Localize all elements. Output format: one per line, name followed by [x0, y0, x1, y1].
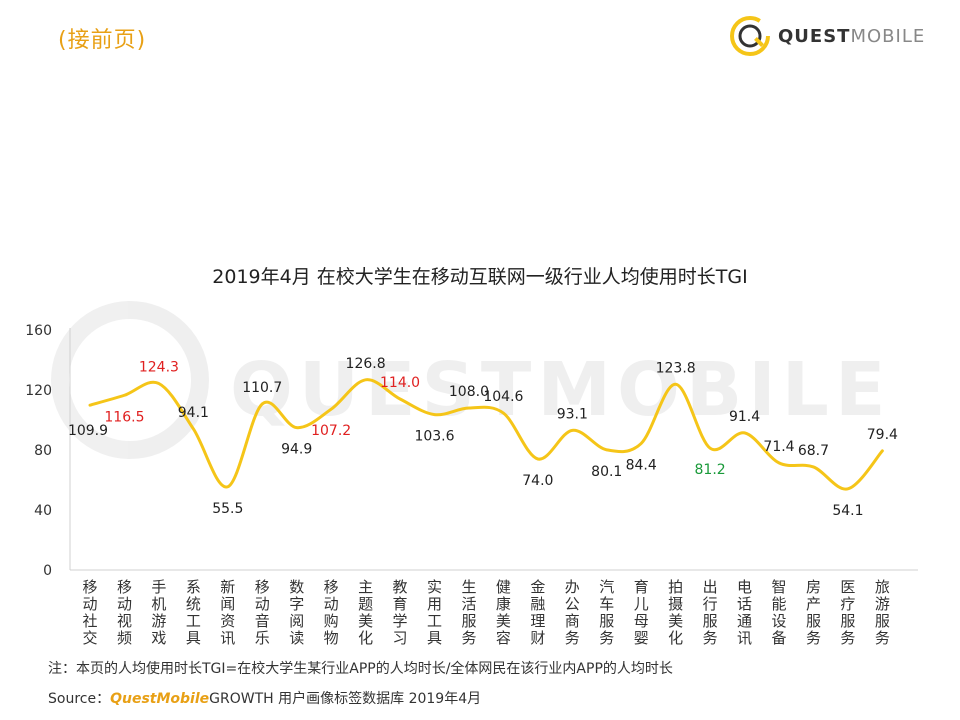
x-tick-label: 主题美化 — [358, 578, 373, 647]
x-tick-label: 办公商务 — [565, 578, 580, 647]
x-tick-label: 移动社交 — [82, 578, 97, 647]
data-label: 80.1 — [591, 464, 622, 480]
x-tick-label: 拍摄美化 — [668, 578, 683, 647]
logo-wordmark: QUESTMOBILE — [778, 25, 926, 47]
watermark-ring — [51, 301, 209, 459]
data-label: 54.1 — [832, 503, 863, 519]
data-label: 103.6 — [414, 429, 454, 445]
data-label: 93.1 — [557, 406, 588, 422]
data-label: 104.6 — [483, 389, 523, 405]
data-label: 84.4 — [626, 457, 657, 473]
y-tick-label: 120 — [25, 383, 52, 399]
data-label: 74.0 — [522, 473, 553, 489]
x-tick-label: 金融理财 — [530, 578, 545, 647]
x-tick-label: 医疗服务 — [840, 578, 855, 647]
data-label: 55.5 — [212, 501, 243, 517]
x-tick-label: 生活服务 — [461, 578, 476, 647]
y-tick-label: 0 — [43, 563, 52, 579]
data-label: 91.4 — [729, 409, 760, 425]
data-label: 124.3 — [139, 360, 179, 376]
data-label: 81.2 — [695, 462, 726, 478]
source-line: Source：QuestMobileGROWTH 用户画像标签数据库 2019年… — [48, 691, 482, 707]
data-label: 114.0 — [380, 375, 420, 391]
chart-title: 2019年4月 在校大学生在移动互联网一级行业人均使用时长TGI — [212, 266, 748, 288]
y-tick-label: 160 — [25, 323, 52, 339]
x-tick-label: 教育学习 — [393, 578, 408, 647]
watermark: QUESTMOBILE — [51, 301, 892, 459]
x-tick-label: 移动视频 — [117, 578, 132, 647]
data-label: 79.4 — [867, 427, 898, 443]
x-tick-label: 育儿母婴 — [634, 578, 649, 647]
footnote: 注：本页的人均使用时长TGI=在校大学生某行业APP的人均时长/全体网民在该行业… — [48, 661, 673, 677]
x-tick-label: 移动购物 — [324, 578, 339, 647]
x-tick-label: 健康美容 — [496, 578, 511, 647]
x-tick-label: 旅游服务 — [875, 578, 890, 647]
x-tick-label: 系统工具 — [186, 578, 201, 647]
x-tick-label: 数字阅读 — [289, 578, 304, 647]
data-label: 123.8 — [656, 360, 696, 376]
data-label: 116.5 — [104, 409, 144, 425]
x-tick-label: 新闻资讯 — [220, 578, 235, 647]
x-tick-label: 移动音乐 — [255, 578, 270, 647]
continue-label: (接前页) — [58, 28, 147, 53]
data-label: 94.9 — [281, 442, 312, 458]
y-tick-label: 40 — [34, 503, 52, 519]
x-tick-label: 电话通讯 — [737, 578, 752, 647]
data-label: 107.2 — [311, 423, 351, 439]
y-tick-label: 80 — [34, 443, 52, 459]
x-tick-label: 智能设备 — [771, 578, 786, 647]
watermark-text: QUESTMOBILE — [230, 347, 892, 433]
data-label: 94.1 — [178, 405, 209, 421]
x-tick-label: 出行服务 — [703, 578, 718, 647]
data-label: 71.4 — [763, 439, 794, 455]
data-label: 108.0 — [449, 384, 489, 400]
x-tick-label: 汽车服务 — [599, 578, 614, 647]
x-tick-label: 手机游戏 — [151, 578, 166, 647]
questmobile-logo-icon — [730, 16, 770, 56]
data-label: 110.7 — [242, 380, 282, 396]
series-line — [88, 378, 884, 491]
questmobile-logo: QUESTMOBILE — [728, 16, 925, 56]
data-label: 68.7 — [798, 443, 829, 459]
x-tick-label: 实用工具 — [427, 578, 442, 647]
source-brand: QuestMobile — [110, 691, 210, 707]
data-label: 126.8 — [346, 356, 386, 372]
x-tick-label: 房产服务 — [806, 578, 821, 647]
data-label: 109.9 — [68, 423, 108, 439]
